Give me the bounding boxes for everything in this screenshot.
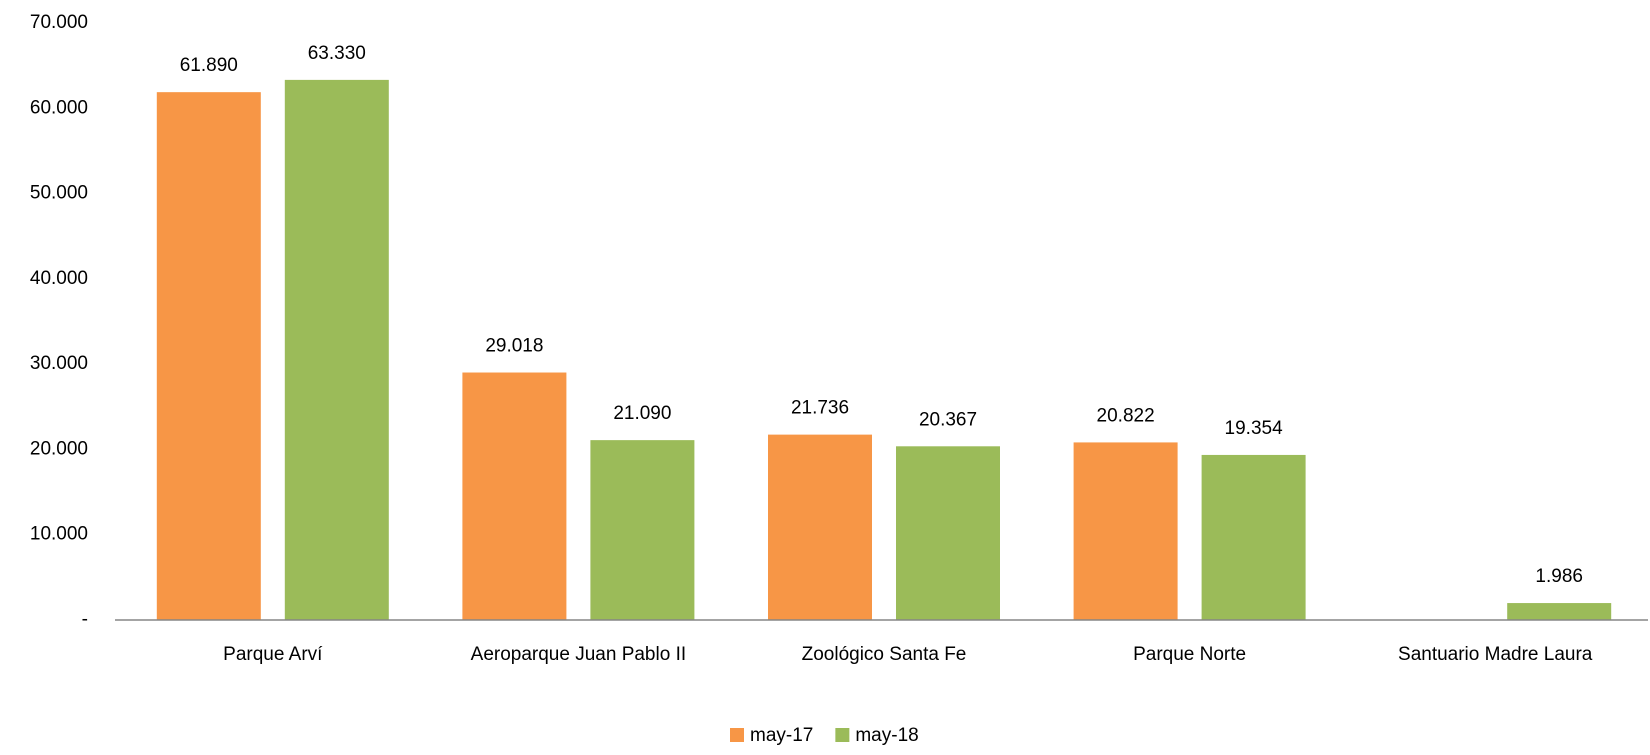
bar <box>156 92 261 620</box>
data-label: 61.890 <box>180 55 238 76</box>
y-tick-label: 70.000 <box>30 12 88 33</box>
bar <box>590 440 695 620</box>
y-tick-label: 30.000 <box>30 353 88 374</box>
bar <box>1507 603 1612 620</box>
bar <box>1073 442 1178 620</box>
y-tick-label: 40.000 <box>30 268 88 289</box>
x-tick-label: Parque Arví <box>223 644 323 665</box>
legend-swatch <box>730 728 744 742</box>
data-label: 19.354 <box>1225 418 1284 439</box>
y-tick-label: 20.000 <box>30 438 88 459</box>
x-tick-label: Parque Norte <box>1133 644 1246 665</box>
data-label: 20.367 <box>919 409 977 430</box>
y-tick-label: - <box>82 609 88 630</box>
data-label: 20.822 <box>1097 405 1155 426</box>
data-label: 63.330 <box>308 43 366 64</box>
data-label: 21.090 <box>613 403 671 424</box>
x-tick-label: Santuario Madre Laura <box>1398 644 1593 665</box>
y-tick-label: 50.000 <box>30 183 88 204</box>
data-label: 21.736 <box>791 398 849 419</box>
bar <box>1201 454 1306 620</box>
bar <box>768 434 872 620</box>
y-tick-label: 60.000 <box>30 97 88 118</box>
x-tick-label: Aeroparque Juan Pablo II <box>471 644 687 665</box>
data-label: 29.018 <box>485 336 543 357</box>
legend-label: may-17 <box>750 725 813 746</box>
bar <box>896 446 1000 620</box>
legend-label: may-18 <box>855 725 918 746</box>
data-label: 1.986 <box>1535 566 1583 587</box>
bar <box>462 372 567 620</box>
x-tick-label: Zoológico Santa Fe <box>802 644 967 665</box>
legend-swatch <box>835 728 850 742</box>
y-tick-label: 10.000 <box>30 524 88 545</box>
bar <box>284 79 389 621</box>
